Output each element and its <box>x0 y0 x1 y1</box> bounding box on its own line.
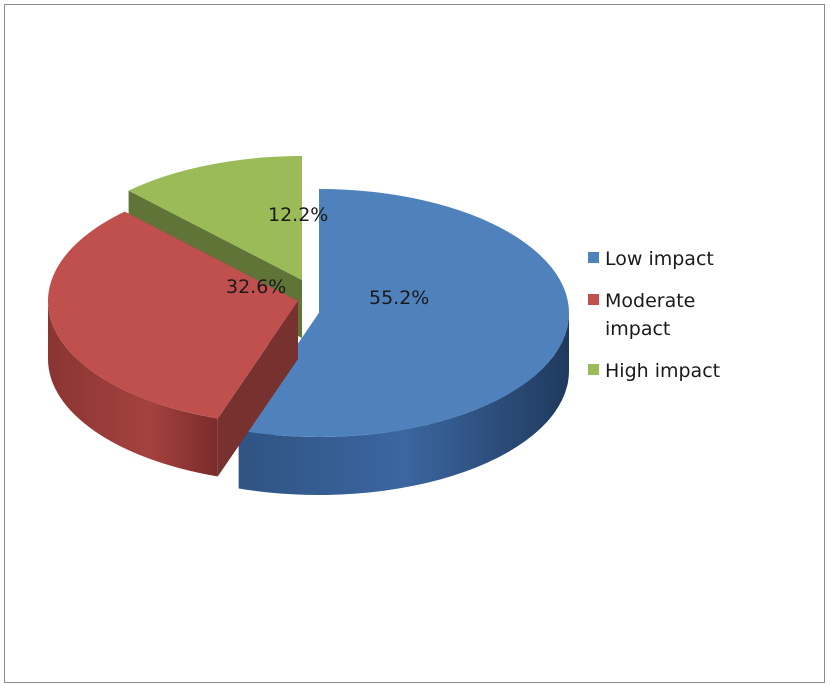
legend-item-high-impact: High impact <box>588 357 738 385</box>
legend-swatch-high-impact <box>588 364 599 375</box>
legend-swatch-moderate-impact <box>588 294 599 305</box>
slice-low-impact <box>238 189 570 495</box>
data-label-low-impact: 55.2% <box>369 287 429 309</box>
slice-top-high-impact <box>128 156 302 280</box>
slice-moderate-impact <box>47 211 298 477</box>
pie-chart: 55.2% 32.6% 12.2% <box>47 156 570 495</box>
slice-side-moderate-impact <box>48 301 218 477</box>
slice-top-low-impact <box>238 189 570 437</box>
legend-swatch-low-impact <box>588 252 599 263</box>
slice-top-moderate-impact <box>47 211 298 419</box>
legend: Low impact Moderate impact High impact <box>588 245 738 399</box>
legend-label-high-impact: High impact <box>605 360 721 382</box>
legend-label-low-impact: Low impact <box>605 248 714 270</box>
slice-side-low-impact <box>238 313 569 495</box>
legend-label-moderate-impact: Moderate impact <box>605 290 696 340</box>
legend-item-moderate-impact: Moderate impact <box>588 287 738 343</box>
chart-frame: 55.2% 32.6% 12.2% Low impact Moderate impa… <box>4 4 825 683</box>
legend-item-low-impact: Low impact <box>588 245 738 273</box>
data-label-moderate-impact: 32.6% <box>226 276 286 298</box>
data-label-high-impact: 12.2% <box>268 204 328 226</box>
